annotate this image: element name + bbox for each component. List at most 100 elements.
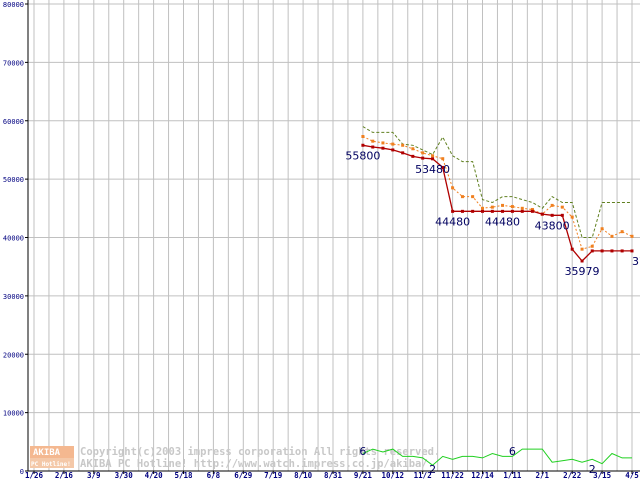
avg-price-point [520, 206, 524, 210]
avg-price-point [620, 230, 624, 234]
min-price-point [481, 209, 484, 213]
x-tick-label: 8/10 [294, 471, 313, 480]
price-data-label: 37700 [632, 255, 640, 268]
avg-price-point [401, 143, 405, 147]
avg-price-point [560, 205, 564, 209]
watermark-copyright: Copyright(c)2003 impress corporation All… [80, 446, 440, 458]
x-tick-label: 7/19 [264, 471, 283, 480]
grid-lines [28, 0, 640, 471]
x-tick-label: 1/26 [25, 471, 44, 480]
avg-price-point [371, 139, 375, 143]
avg-price-point [381, 141, 385, 145]
y-tick-label: 0 [20, 468, 24, 476]
x-tick-label: 3/15 [593, 471, 611, 480]
y-tick-label: 60000 [3, 118, 24, 126]
watermark-url: AKIBA PC Hotline! http://www.watch.impre… [80, 458, 428, 470]
min-price-point [391, 148, 395, 152]
avg-price-point [630, 234, 634, 238]
y-tick-label: 70000 [3, 59, 24, 67]
min-price-point [381, 146, 385, 150]
max-price-line [362, 126, 632, 238]
x-axis-ticks: 1/26 2/16 3/9 3/30 4/20 5/18 6/8 6/29 7/19 8/10 8/… [25, 471, 639, 480]
avg-price-point [411, 147, 415, 151]
x-tick-label: 4/20 [145, 471, 164, 480]
y-axis-ticks: 0 10000 20000 30000 40000 50000 60000 70000 8000… [3, 1, 28, 476]
min-price-point [530, 209, 534, 213]
x-tick-label: 11/2 [414, 471, 432, 480]
min-price-point [620, 249, 624, 253]
series-group [361, 126, 634, 466]
min-price-point [560, 213, 564, 217]
avg-price-point [441, 157, 445, 161]
data-labels: 55800 53480 44480 44480 43800 35979 37700 6 2 6 2 [345, 149, 640, 476]
min-price-point [441, 165, 445, 169]
min-price-point [361, 143, 365, 147]
avg-price-point [600, 227, 604, 231]
y-tick-label: 10000 [3, 410, 24, 418]
avg-price-point [501, 203, 505, 207]
x-tick-label: 4/5 [625, 471, 639, 480]
min-price-point [431, 157, 435, 161]
avg-price-point [481, 206, 484, 210]
min-price-point [501, 209, 505, 213]
x-tick-label: 2/22 [563, 471, 581, 480]
y-tick-label: 80000 [3, 1, 24, 9]
min-price-point [580, 259, 584, 263]
price-data-label: 53480 [415, 163, 450, 176]
count-line [362, 448, 632, 466]
watermark-logo-box-top [30, 446, 74, 458]
min-price-point [460, 209, 464, 213]
price-data-label: 35979 [565, 265, 600, 278]
avg-price-point [590, 244, 594, 248]
avg-price-point [550, 203, 554, 207]
avg-price-point [451, 186, 455, 190]
avg-price-point [471, 195, 475, 199]
min-price-point [471, 209, 475, 213]
avg-price-point [610, 234, 614, 238]
avg-price-point [391, 142, 395, 146]
min-price-point [371, 145, 375, 149]
min-price-point [510, 209, 514, 213]
min-price-point [490, 209, 494, 213]
x-tick-label: 6/8 [207, 471, 221, 480]
price-data-label: 44480 [485, 215, 520, 228]
x-tick-label: 2/1 [536, 471, 550, 480]
min-price-point [401, 151, 405, 155]
avg-price-point [431, 154, 435, 158]
min-price-point [590, 249, 594, 253]
x-tick-label: 9/21 [354, 471, 373, 480]
avg-price-point [580, 247, 584, 251]
x-tick-label: 3/9 [87, 471, 101, 480]
min-price-point [570, 247, 574, 251]
avg-price-point [421, 151, 425, 155]
price-data-label: 55800 [345, 149, 380, 162]
watermark-logo-top: AKIBA [33, 448, 61, 458]
avg-price-point [510, 205, 514, 209]
min-price-point [630, 249, 634, 253]
y-tick-label: 30000 [3, 293, 24, 301]
y-tick-label: 50000 [3, 176, 24, 184]
price-data-label: 44480 [435, 215, 470, 228]
avg-price-point [361, 135, 365, 139]
watermark: AKIBA PC Hotline! Copyright(c)2003 impre… [30, 446, 440, 470]
avg-price-point [460, 195, 464, 199]
min-price-line [362, 144, 632, 262]
x-tick-label: 8/31 [324, 471, 343, 480]
min-price-point [540, 212, 544, 216]
x-tick-label: 2/16 [55, 471, 74, 480]
x-tick-label: 6/29 [234, 471, 253, 480]
x-tick-label: 1/11 [503, 471, 522, 480]
x-tick-label: 12/14 [471, 471, 494, 480]
x-tick-label: 10/12 [382, 471, 405, 480]
x-tick-label: 5/18 [174, 471, 193, 480]
min-price-point [550, 213, 554, 217]
min-price-point [421, 156, 425, 160]
plot-background [28, 0, 640, 471]
avg-price-point [530, 207, 534, 211]
watermark-logo-bottom: PC Hotline! [31, 461, 71, 468]
min-price-point [411, 154, 415, 158]
count-data-label: 2 [589, 463, 596, 476]
count-data-label: 6 [509, 445, 516, 458]
y-tick-label: 40000 [3, 235, 24, 243]
